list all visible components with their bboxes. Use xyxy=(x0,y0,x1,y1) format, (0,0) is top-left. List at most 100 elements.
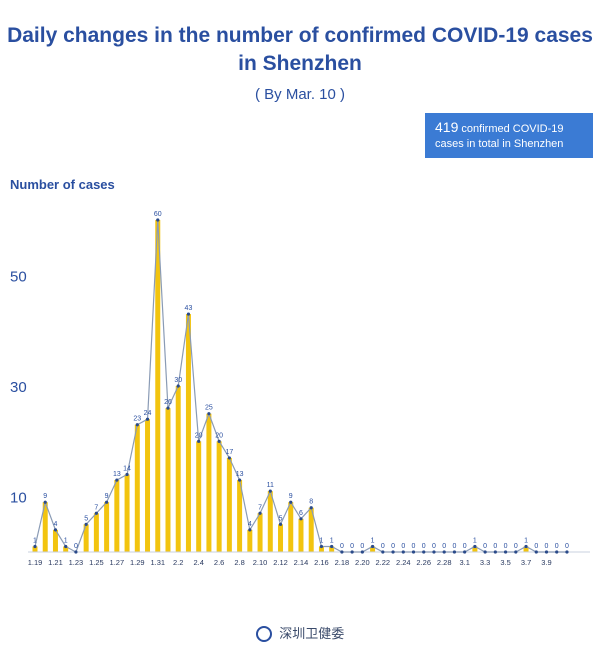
bar xyxy=(42,502,48,552)
data-label: 9 xyxy=(43,493,47,500)
data-point xyxy=(186,312,191,316)
data-label: 14 xyxy=(123,466,131,473)
bar xyxy=(308,507,314,552)
data-label: 4 xyxy=(248,521,252,528)
data-point xyxy=(227,456,231,460)
x-tick-label: 2.28 xyxy=(437,558,452,567)
data-point xyxy=(370,544,375,549)
data-label: 13 xyxy=(236,471,244,478)
bar xyxy=(523,546,529,552)
bar xyxy=(124,474,130,552)
x-tick-label: 2.22 xyxy=(376,558,391,567)
bar xyxy=(216,441,222,552)
y-tick-label: 50 xyxy=(10,268,27,285)
data-point xyxy=(309,506,313,510)
data-point xyxy=(381,550,385,554)
data-label: 25 xyxy=(205,405,213,412)
x-tick-label: 2.24 xyxy=(396,558,411,567)
data-label: 0 xyxy=(442,543,446,550)
data-label: 30 xyxy=(174,377,182,384)
data-point xyxy=(565,550,569,554)
data-label: 7 xyxy=(94,504,98,511)
data-point xyxy=(248,528,252,532)
x-tick-label: 2.10 xyxy=(253,558,268,567)
data-label: 0 xyxy=(432,543,436,550)
data-label: 0 xyxy=(401,543,405,550)
data-point xyxy=(463,550,467,554)
bar xyxy=(237,480,243,552)
health-commission-logo-icon xyxy=(255,625,272,642)
data-label: 0 xyxy=(360,543,364,550)
data-label: 0 xyxy=(483,543,487,550)
bar xyxy=(267,491,273,552)
data-label: 9 xyxy=(105,493,109,500)
data-point xyxy=(452,550,457,554)
data-point xyxy=(53,528,58,532)
x-tick-label: 2.16 xyxy=(314,558,329,567)
bar xyxy=(472,546,478,552)
x-tick-label: 3.3 xyxy=(480,558,490,567)
x-tick-label: 1.29 xyxy=(130,558,145,567)
x-tick-label: 3.1 xyxy=(459,558,469,567)
data-point xyxy=(33,544,37,549)
x-tick-label: 1.23 xyxy=(69,558,84,567)
y-axis-label: Number of cases xyxy=(10,177,115,192)
data-point xyxy=(43,500,47,504)
bar xyxy=(370,546,376,552)
data-point xyxy=(391,550,395,554)
bar xyxy=(32,546,38,552)
data-point xyxy=(493,550,497,554)
footer-org-name: 深圳卫健委 xyxy=(279,626,345,641)
bar xyxy=(104,502,110,552)
bar xyxy=(185,314,191,552)
x-tick-label: 2.4 xyxy=(193,558,203,567)
data-point xyxy=(94,511,98,515)
bar xyxy=(52,529,58,552)
data-point xyxy=(105,500,109,504)
x-tick-label: 2.2 xyxy=(173,558,183,567)
data-label: 1 xyxy=(319,537,323,544)
data-point xyxy=(534,550,538,554)
data-label: 0 xyxy=(545,543,549,550)
data-label: 1 xyxy=(371,537,375,544)
bar xyxy=(155,220,161,552)
bar xyxy=(145,419,151,552)
data-label: 7 xyxy=(258,504,262,511)
data-point xyxy=(207,412,211,416)
data-point xyxy=(330,544,334,549)
data-point xyxy=(84,522,88,526)
bar xyxy=(165,408,171,552)
data-label: 0 xyxy=(565,543,569,550)
data-label: 1 xyxy=(473,537,477,544)
data-label: 60 xyxy=(154,211,162,218)
data-point xyxy=(514,550,518,554)
data-point xyxy=(258,511,262,515)
data-point xyxy=(360,550,364,554)
bar xyxy=(298,518,304,552)
total-cases-number: 419 xyxy=(435,119,459,135)
data-point xyxy=(401,550,405,554)
data-point xyxy=(156,218,160,222)
data-point xyxy=(64,544,68,549)
data-point xyxy=(268,489,272,493)
bar xyxy=(226,457,232,552)
cases-chart: 1030501941057913142324602630432025201713… xyxy=(10,211,590,567)
data-label: 0 xyxy=(391,543,395,550)
data-point xyxy=(340,550,344,554)
data-point xyxy=(555,550,559,554)
data-label: 0 xyxy=(381,543,385,550)
x-tick-label: 1.25 xyxy=(89,558,104,567)
data-label: 0 xyxy=(463,543,467,550)
x-tick-label: 1.21 xyxy=(48,558,63,567)
data-label: 0 xyxy=(514,543,518,550)
data-label: 23 xyxy=(133,416,141,423)
data-point xyxy=(432,550,436,554)
bar xyxy=(247,529,253,552)
x-tick-label: 2.18 xyxy=(335,558,350,567)
data-point xyxy=(483,550,487,554)
data-point xyxy=(197,439,201,443)
x-tick-label: 2.6 xyxy=(214,558,224,567)
data-label: 1 xyxy=(330,537,334,544)
x-tick-label: 1.27 xyxy=(110,558,125,567)
data-point xyxy=(135,423,139,427)
